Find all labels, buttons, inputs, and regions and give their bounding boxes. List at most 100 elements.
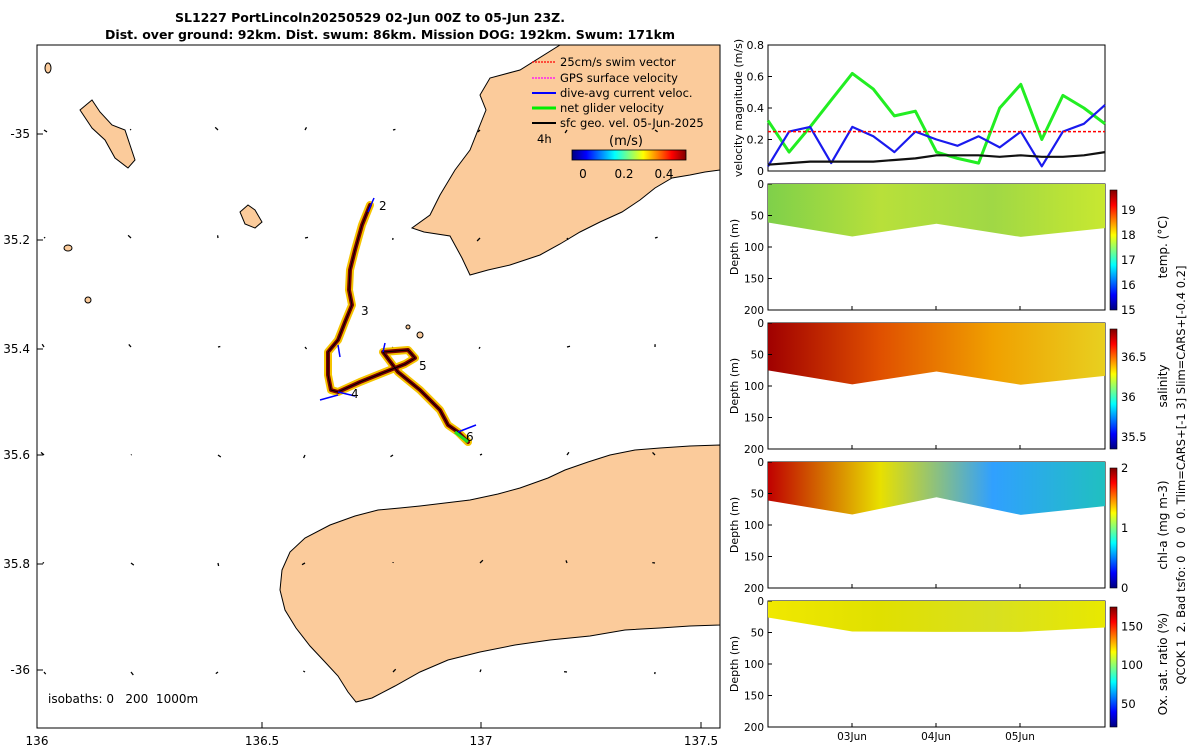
section-panel-2: 0 50 100 150 200 Depth (m) 35.5 36 36.5 salinity <box>728 318 1170 456</box>
legend-item-swim: 25cm/s swim vector <box>532 55 676 69</box>
map-panel: 2 3 4 5 6 isobaths: 0 200 1000m 136 136.… <box>3 44 721 748</box>
geo-arrow <box>43 236 46 239</box>
geo-arrow <box>215 671 219 675</box>
section-ytick: 50 <box>751 628 764 640</box>
colorbar-tick: 36.5 <box>1121 350 1147 364</box>
geo-arrow <box>304 126 308 131</box>
section-colorbar <box>1109 328 1118 450</box>
velocity-line-sfc-geo-vel- <box>767 151 1106 166</box>
geo-arrow <box>565 560 568 564</box>
colorbar-label: chl-a (mg m-3) <box>1156 480 1170 569</box>
island-small-1 <box>239 204 263 229</box>
section-panel-1: 0 50 100 150 200 Depth (m) 15 16 17 18 19 temp. (°C… <box>728 179 1170 317</box>
track-center <box>327 204 469 443</box>
section-ytick: 200 <box>744 444 764 456</box>
plot-title-line1: SL1227 PortLincoln20250529 02-Jun 00Z to… <box>175 10 565 25</box>
track-label-3: 3 <box>361 304 369 318</box>
colorbar-tick: 0 <box>1121 581 1128 595</box>
geo-arrow <box>217 454 222 458</box>
velocity-line-net-glider-velocity <box>766 71 1106 165</box>
colorbar-tick: 150 <box>1121 619 1143 633</box>
geo-arrow <box>130 562 135 566</box>
island-small-2 <box>44 62 52 74</box>
sfc-geo-velocity-arrows <box>40 126 658 676</box>
geo-arrow <box>217 562 220 567</box>
map-xtick-137: 137 <box>470 734 493 748</box>
map-ytick-2: 35.2 <box>3 233 30 247</box>
geo-arrow <box>302 670 306 673</box>
current-arrow-2 <box>319 394 339 401</box>
colorbar-tick: 35.5 <box>1121 430 1147 444</box>
island-small-4 <box>84 296 92 304</box>
plot-title-line2: Dist. over ground: 92km. Dist. swum: 86k… <box>105 27 675 42</box>
velocity-ytick: 0.6 <box>747 71 765 84</box>
island-small-3 <box>63 244 73 252</box>
map-x-axis: 136 136.5 137 137.5 <box>26 722 718 748</box>
velocity-line-dive-avg-current-veloc- <box>767 104 1106 168</box>
colorbar-tick: 15 <box>1121 303 1136 317</box>
section-ytick: 50 <box>751 350 764 362</box>
velocity-ytick: 0.2 <box>747 134 765 147</box>
colorbar-tick: 100 <box>1121 658 1143 672</box>
current-arrow-3 <box>337 391 356 397</box>
legend-label-net: net glider velocity <box>560 101 664 115</box>
section-ytick: 100 <box>744 520 764 532</box>
section-ylabel: Depth (m) <box>728 636 741 692</box>
geo-arrow <box>43 129 48 133</box>
geo-arrow <box>130 671 134 676</box>
geo-arrow <box>566 451 570 456</box>
velocity-ytick: 0.4 <box>747 102 765 115</box>
map-xtick-136.5: 136.5 <box>245 734 279 748</box>
section-ytick: 100 <box>744 659 764 671</box>
geo-arrow <box>217 345 221 348</box>
time-tick-04Jun: 04Jun <box>921 731 951 743</box>
geo-arrow <box>304 346 308 350</box>
island-small-5 <box>416 331 424 339</box>
current-arrow-5 <box>382 342 386 353</box>
track-label-4: 4 <box>351 387 359 401</box>
section-ylabel: Depth (m) <box>728 219 741 275</box>
section-panel-3: 0 50 100 150 200 Depth (m) 0 1 2 chl-a (mg m-3) <box>728 457 1170 595</box>
section-panel-4: 0 50 100 150 200 Depth (m) 50 100 150 Ox. sat. ra… <box>728 596 1170 734</box>
qc-side-text: QCOK 1 2. Bad tsfo: 0 0 0 0. Tlim=CARS+[… <box>1174 266 1188 685</box>
time-tick-03Jun: 03Jun <box>837 731 867 743</box>
velocity-ylabel: velocity magnitude (m/s) <box>732 39 745 177</box>
colorbar-label: Ox. sat. ratio (%) <box>1156 613 1170 715</box>
section-ytick: 150 <box>744 552 764 564</box>
isobaths-note: isobaths: 0 200 1000m <box>48 692 198 706</box>
map-cbar-tick-0.2: 0.2 <box>614 167 633 181</box>
map-ytick-6: -36 <box>10 663 30 677</box>
colorbar-units: (m/s) <box>609 134 643 149</box>
section-colorbar <box>1109 467 1118 589</box>
map-ytick-4: 35.6 <box>3 448 30 462</box>
section-ytick: 150 <box>744 274 764 286</box>
track-label-2: 2 <box>379 199 387 213</box>
map-cbar-tick-0.4: 0.4 <box>654 167 673 181</box>
section-fill <box>768 462 1105 515</box>
colorbar-tick: 16 <box>1121 278 1136 292</box>
section-ylabel: Depth (m) <box>728 358 741 414</box>
glider-track <box>319 197 477 446</box>
section-ytick: 0 <box>757 179 764 191</box>
map-cbar-tick-0: 0 <box>579 167 587 181</box>
map-xtick-137.5: 137.5 <box>684 734 718 748</box>
track-label-5: 5 <box>419 359 427 373</box>
section-ytick: 150 <box>744 691 764 703</box>
geo-arrow <box>304 236 309 239</box>
velocity-y-axis: 0 0.2 0.4 0.6 0.8 <box>747 39 772 178</box>
colorbar-label: temp. (°C) <box>1156 216 1170 279</box>
velocity-ytick: 0.8 <box>747 39 765 52</box>
island-small-6 <box>405 324 411 330</box>
legend-label-geo: sfc geo. vel. 05-Jun-2025 <box>560 116 704 130</box>
geo-arrow <box>392 128 396 131</box>
map-ytick-1: -35 <box>10 127 30 141</box>
velocity-ytick: 0 <box>757 165 764 178</box>
legend-item-gps: GPS surface velocity <box>532 71 678 85</box>
velocity-panel: 0 0.2 0.4 0.6 0.8 velocity magnitude (m/s) <box>732 39 1106 178</box>
track-green-seg <box>454 430 469 444</box>
map-ytick-5: 35.8 <box>3 557 30 571</box>
section-ytick: 200 <box>744 722 764 734</box>
legend-label-swim: 25cm/s swim vector <box>560 55 676 69</box>
